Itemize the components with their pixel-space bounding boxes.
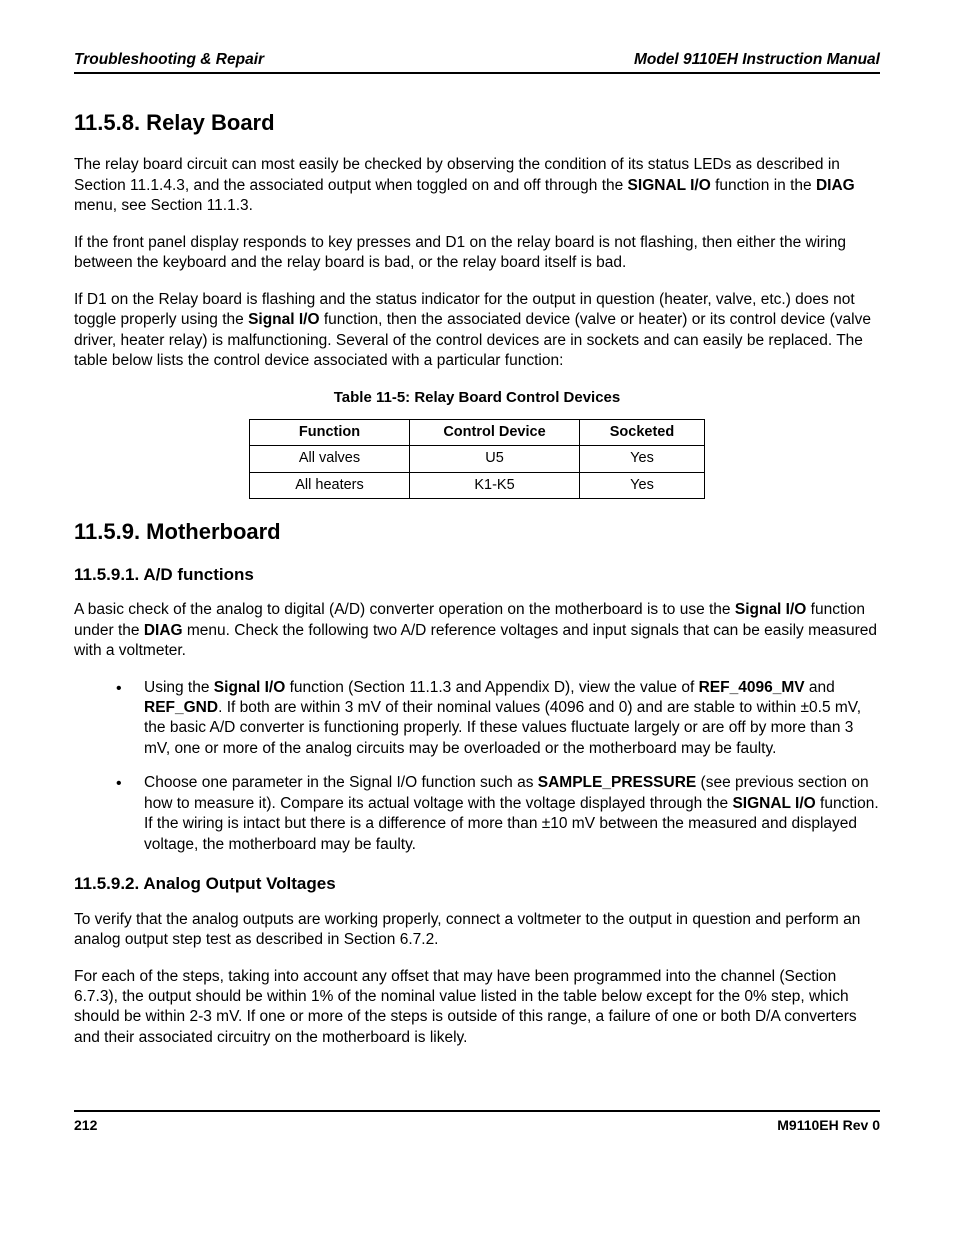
list-item: Choose one parameter in the Signal I/O f… [116, 773, 880, 855]
section-11-5-9-2-title: 11.5.9.2. Analog Output Voltages [74, 873, 880, 895]
table-11-5: FunctionControl DeviceSocketed All valve… [249, 419, 705, 498]
table-row: All heatersK1-K5Yes [250, 472, 705, 498]
sec11592-p1: To verify that the analog outputs are wo… [74, 910, 880, 951]
ad-functions-list: Using the Signal I/O function (Section 1… [74, 678, 880, 856]
table-row: All valvesU5Yes [250, 446, 705, 472]
section-11-5-8-title: 11.5.8. Relay Board [74, 108, 880, 137]
text-bold: SIGNAL I/O [732, 795, 815, 812]
text-bold: REF_4096_MV [699, 679, 805, 696]
section-11-5-9-1-title: 11.5.9.1. A/D functions [74, 564, 880, 586]
header-right: Model 9110EH Instruction Manual [634, 50, 880, 70]
sec11591-p1: A basic check of the analog to digital (… [74, 600, 880, 661]
page-footer: 212 M9110EH Rev 0 [74, 1110, 880, 1134]
table-header-cell: Socketed [580, 420, 705, 446]
text: menu. Check the following two A/D refere… [74, 622, 877, 659]
text-bold: Signal I/O [248, 311, 319, 328]
table-cell: Yes [580, 472, 705, 498]
table-header-cell: Function [250, 420, 410, 446]
page-number: 212 [74, 1116, 97, 1134]
text: and [805, 679, 835, 696]
revision-label: M9110EH Rev 0 [777, 1116, 880, 1134]
section-11-5-9-title: 11.5.9. Motherboard [74, 517, 880, 546]
text: Choose one parameter in the Signal I/O f… [144, 774, 538, 791]
sec1158-p3: If D1 on the Relay board is flashing and… [74, 290, 880, 372]
sec1158-p1: The relay board circuit can most easily … [74, 155, 880, 216]
header-left: Troubleshooting & Repair [74, 50, 264, 70]
table-cell: All valves [250, 446, 410, 472]
text: menu, see Section 11.1.3. [74, 197, 253, 214]
text-bold: REF_GND [144, 699, 218, 716]
table-cell: All heaters [250, 472, 410, 498]
table-cell: K1-K5 [410, 472, 580, 498]
table-header-cell: Control Device [410, 420, 580, 446]
page-header: Troubleshooting & Repair Model 9110EH In… [74, 50, 880, 74]
text: Using the [144, 679, 214, 696]
text-bold: DIAG [144, 622, 183, 639]
text-bold: SIGNAL I/O [628, 177, 711, 194]
list-item: Using the Signal I/O function (Section 1… [116, 678, 880, 760]
sec1158-p2: If the front panel display responds to k… [74, 233, 880, 274]
text: . If both are within 3 mV of their nomin… [144, 699, 861, 757]
text: function (Section 11.1.3 and Appendix D)… [285, 679, 698, 696]
text: function in the [711, 177, 816, 194]
table-cell: U5 [410, 446, 580, 472]
text: A basic check of the analog to digital (… [74, 601, 735, 618]
table-11-5-caption: Table 11-5: Relay Board Control Devices [74, 388, 880, 408]
text-bold: SAMPLE_PRESSURE [538, 774, 696, 791]
table-cell: Yes [580, 446, 705, 472]
table-header-row: FunctionControl DeviceSocketed [250, 420, 705, 446]
text-bold: Signal I/O [214, 679, 285, 696]
text-bold: DIAG [816, 177, 855, 194]
sec11592-p2: For each of the steps, taking into accou… [74, 967, 880, 1049]
text-bold: Signal I/O [735, 601, 806, 618]
